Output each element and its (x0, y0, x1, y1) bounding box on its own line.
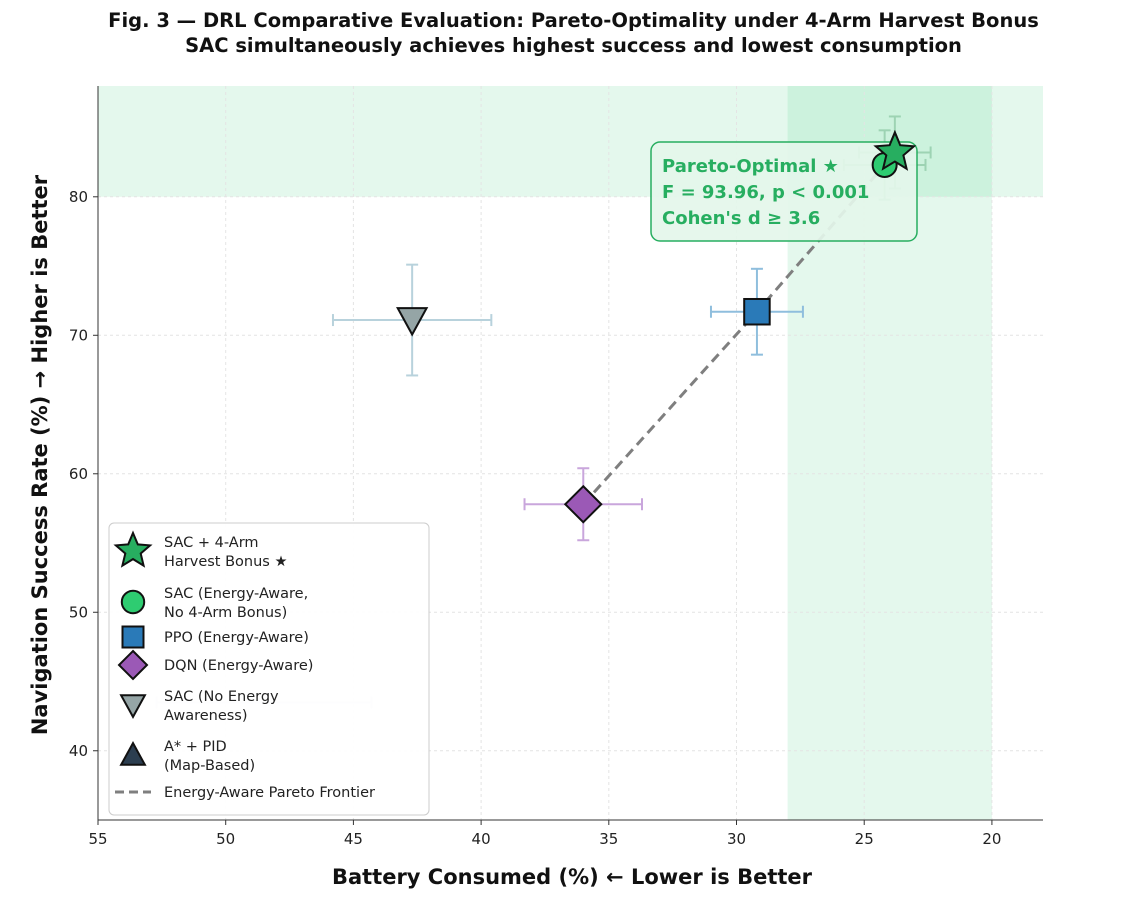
legend-label: (Map-Based) (164, 758, 255, 774)
legend-label: PPO (Energy-Aware) (164, 630, 309, 646)
annotation-line-2: F = 93.96, p < 0.001 (662, 182, 869, 203)
data-point-square (743, 297, 771, 326)
legend-box (108, 522, 430, 816)
data-point-top-star (873, 129, 917, 171)
annotation-box: Pareto-Optimal ★ F = 93.96, p < 0.001 Cohe… (650, 129, 918, 242)
x-axis-label: Battery Consumed (%) ← Lower is Better (332, 865, 813, 889)
x-tick-label: 50 (216, 830, 235, 848)
y-tick-label: 40 (69, 742, 88, 760)
legend-marker-circle (120, 589, 146, 615)
legend-label: A* + PID (164, 739, 227, 755)
y-tick-label: 60 (69, 465, 88, 483)
legend-label: Harvest Bonus ★ (164, 554, 287, 570)
legend-label: SAC (Energy-Aware, (164, 586, 308, 602)
title-line-2: SAC simultaneously achieves highest succ… (185, 34, 962, 57)
x-tick-label: 30 (727, 830, 746, 848)
title-line-1: Fig. 3 — DRL Comparative Evaluation: Par… (108, 9, 1039, 32)
legend-marker-diamond (117, 649, 149, 681)
y-tick-label: 50 (69, 603, 88, 621)
data-point-triangle-down (396, 307, 429, 337)
legend-label: Awareness) (164, 708, 248, 724)
x-tick-label: 55 (88, 830, 107, 848)
legend-marker-triangle-up (119, 741, 147, 766)
annotation-line-3: Cohen's d ≥ 3.6 (662, 208, 820, 229)
legend-marker-star (113, 530, 153, 568)
y-tick-label: 80 (69, 188, 88, 206)
annotation-line-1: Pareto-Optimal ★ (662, 156, 839, 177)
legend-label: Energy-Aware Pareto Frontier (164, 785, 375, 801)
legend-label: SAC (No Energy (164, 689, 279, 705)
legend-marker-square (121, 625, 145, 649)
x-tick-label: 40 (472, 830, 491, 848)
x-tick-label: 45 (344, 830, 363, 848)
x-tick-label: 35 (599, 830, 618, 848)
legend-label: DQN (Energy-Aware) (164, 658, 313, 674)
legend-marker-triangle-down (119, 694, 147, 719)
y-tick-label: 70 (69, 326, 88, 344)
legend: SAC + 4-Arm Harvest Bonus ★ SAC (Energy-Aw… (108, 522, 430, 816)
y-axis-label: Navigation Success Rate (%) → Higher is … (28, 174, 52, 735)
figure-title: Fig. 3 — DRL Comparative Evaluation: Par… (0, 8, 1147, 58)
axes: 55 50 45 40 35 30 25 20 40 50 60 70 80 (69, 86, 1043, 848)
data-point-diamond (563, 484, 603, 524)
annotation-background (650, 141, 918, 242)
legend-label: No 4-Arm Bonus) (164, 605, 287, 621)
x-tick-label: 25 (855, 830, 874, 848)
legend-label: SAC + 4-Arm (164, 535, 259, 551)
x-tick-label: 20 (982, 830, 1001, 848)
